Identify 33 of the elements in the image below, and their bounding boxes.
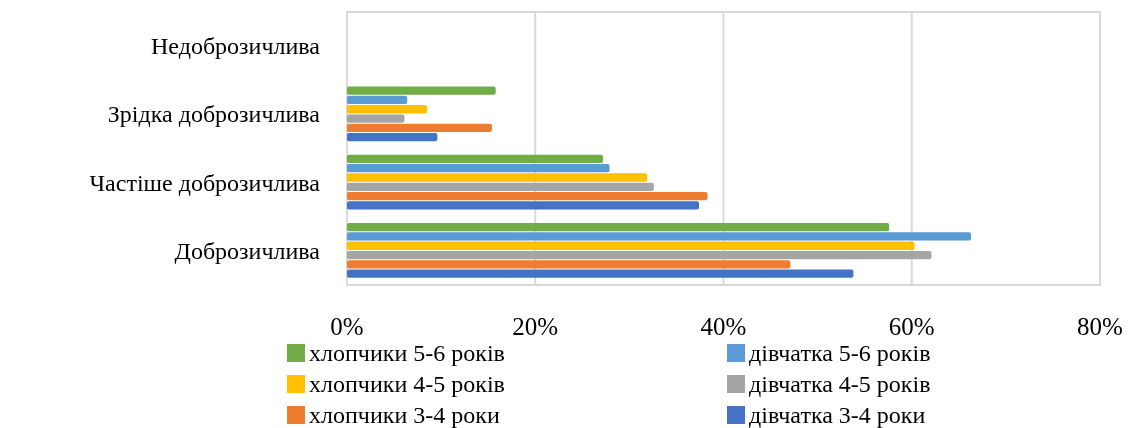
y-tick-label: Недоброзичлива <box>151 33 321 60</box>
bar <box>347 260 791 269</box>
bar <box>347 182 654 191</box>
bar <box>347 95 408 105</box>
bar <box>347 191 708 201</box>
bar <box>347 269 854 278</box>
bar <box>347 250 932 260</box>
x-tick-label: 0% <box>330 313 364 340</box>
legend-label: хлопчики 5-6 років <box>309 340 505 366</box>
x-tick-label: 20% <box>512 313 559 340</box>
y-tick-label: Частіше доброзичлива <box>89 169 321 196</box>
bar <box>347 114 405 123</box>
bar <box>347 222 890 232</box>
legend-label: дівчатка 5-6 років <box>749 340 931 366</box>
y-tick-label: Доброзичлива <box>174 237 321 264</box>
legend-label: хлопчики 3-4 роки <box>309 402 500 428</box>
bar <box>347 154 604 163</box>
x-tick-label: 80% <box>1077 313 1123 340</box>
bar <box>347 173 648 182</box>
bar <box>347 201 700 210</box>
bar <box>347 123 492 133</box>
bar <box>347 241 915 250</box>
bar <box>347 105 428 114</box>
legend-label: дівчатка 4-5 років <box>749 371 931 397</box>
bar <box>347 86 496 95</box>
legend-label: дівчатка 3-4 роки <box>749 402 926 428</box>
x-tick-label: 40% <box>700 313 747 340</box>
bar <box>347 232 972 241</box>
bar <box>347 133 438 142</box>
legend-label: хлопчики 4-5 років <box>309 371 505 397</box>
x-tick-label: 60% <box>888 313 935 340</box>
bar <box>347 163 610 173</box>
y-tick-label: Зрідка доброзичлива <box>107 101 321 128</box>
